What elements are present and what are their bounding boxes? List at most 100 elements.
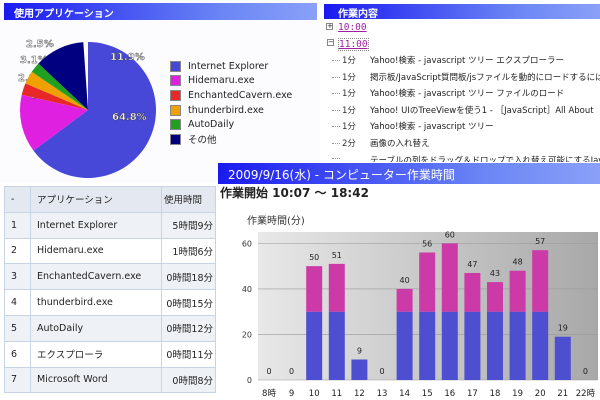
- y-axis-label: 作業時間(分): [247, 214, 305, 227]
- pie-slice: [33, 42, 157, 178]
- bar-lower: [487, 311, 503, 380]
- expand-icon[interactable]: +: [326, 22, 333, 30]
- table-row[interactable]: 3 EnchantedCavern.exe 0時間18分: [4, 263, 216, 291]
- x-tick-label: 22時: [576, 389, 596, 399]
- bar-value-label: 50: [309, 253, 319, 262]
- tree-item[interactable]: 1分 掲示板/JavaScript質問板/jsファイルを動的にロードするには: [332, 71, 600, 83]
- tree-item[interactable]: 1分 Yahoo!検索 - javascript ツリー: [332, 120, 494, 132]
- bar-lower: [509, 311, 526, 380]
- legend-item: Hidemaru.exe: [170, 74, 292, 89]
- bar-upper: [487, 282, 503, 312]
- bar-value-label: 9: [357, 347, 362, 356]
- x-tick-label: 9: [289, 389, 294, 399]
- legend-label: Hidemaru.exe: [188, 75, 255, 87]
- tree-item-title[interactable]: Yahoo!検索 - javascript ツリー エクスプローラー: [370, 56, 565, 66]
- table-row[interactable]: 2 Hidemaru.exe 1時間6分: [4, 237, 216, 265]
- tree-item[interactable]: 1分 Yahoo!検索 - javascript ツリー ファイルのロード: [332, 87, 564, 99]
- legend-item: EnchantedCavern.exe: [170, 88, 292, 103]
- col-header-time[interactable]: 使用時間: [161, 186, 216, 213]
- bar-value-label: 0: [379, 367, 384, 376]
- bar-value-label: 56: [422, 239, 432, 248]
- table-row[interactable]: 5 AutoDaily 0時間12分: [4, 314, 216, 342]
- bar-upper: [532, 250, 549, 312]
- tree-item[interactable]: 1分 Yahoo!検索 - javascript ツリー エクスプローラー: [332, 54, 564, 66]
- tree-item-minutes: 1分: [332, 71, 370, 83]
- row-app: Internet Explorer: [30, 211, 162, 239]
- bar-lower: [396, 311, 413, 380]
- table-row[interactable]: 6 エクスプローラ 0時間11分: [4, 340, 216, 368]
- bar-value-label: 0: [289, 367, 294, 376]
- row-time: 0時間8分: [161, 366, 216, 394]
- legend-label: Internet Explorer: [188, 60, 269, 72]
- row-index: 6: [4, 340, 31, 368]
- time-node-10[interactable]: 10:00: [338, 22, 367, 33]
- tree-item-title[interactable]: Yahoo! UIのTreeViewを使う1 - ［JavaScript］All…: [370, 105, 594, 116]
- bar-value-label: 19: [558, 324, 568, 333]
- table-row[interactable]: 1 Internet Explorer 5時間9分: [4, 211, 216, 239]
- bar-lower: [306, 311, 323, 380]
- tree-item-title[interactable]: Yahoo!検索 - javascript ツリー ファイルのロード: [370, 89, 565, 100]
- x-tick-label: 10: [309, 389, 320, 399]
- tree-item-title[interactable]: Yahoo!検索 - javascript ツリー: [370, 122, 494, 133]
- x-tick-label: 13: [377, 389, 388, 399]
- work-time-panel: 2009/9/16(水) - コンピューター作業時間 作業開始 10:07 ～ …: [218, 162, 600, 400]
- x-tick-label: 11: [331, 389, 342, 399]
- pie-slice-label: 11.9%: [110, 52, 145, 63]
- legend-item: thunderbird.exe: [170, 103, 292, 118]
- legend-label: その他: [188, 135, 217, 147]
- tree-item-minutes: 1分: [332, 87, 370, 99]
- x-tick-label: 17: [467, 389, 478, 399]
- tree-item[interactable]: テーブルの列をドラッグ＆ドロップで入れ替え可能にするJav: [332, 154, 600, 162]
- table-row[interactable]: 7 Microsoft Word 0時間8分: [4, 366, 216, 394]
- collapse-icon[interactable]: −: [327, 38, 334, 46]
- bar-chart: 作業時間(分) 0 20 40 60 0 8時 0 9 50 10 51 11 9 12 0 13 40 14 56 1…: [242, 214, 598, 399]
- x-tick-label: 21: [557, 389, 568, 399]
- chart-panel-title: 2009/9/16(水) - コンピューター作業時間: [218, 163, 600, 184]
- x-tick-label: 18: [490, 389, 501, 399]
- tree-item-minutes: 1分: [332, 120, 370, 132]
- tree-item[interactable]: 1分 Yahoo! UIのTreeViewを使う1 - ［JavaScript］A…: [332, 104, 594, 116]
- tree-item-minutes: 1分: [332, 104, 370, 116]
- table-row[interactable]: 4 thunderbird.exe 0時間15分: [4, 289, 216, 316]
- col-header-app[interactable]: アプリケーション: [30, 186, 162, 213]
- row-index: 2: [4, 237, 31, 265]
- row-app: AutoDaily: [30, 314, 162, 342]
- app-usage-panel: 使用アプリケーション 64.8%13.8%2.8%3.1%2.5%11.9% I…: [0, 0, 320, 182]
- pie-slice: [21, 83, 89, 110]
- row-time: 0時間15分: [161, 289, 216, 316]
- bar-value-label: 40: [400, 276, 410, 285]
- row-index: 7: [4, 366, 31, 394]
- tree-item-minutes: 2分: [332, 137, 370, 149]
- pie-legend: Internet Explorer Hidemaru.exe EnchantedCa…: [170, 59, 292, 147]
- legend-item: その他: [170, 132, 292, 147]
- bar-lower: [554, 336, 571, 380]
- legend-swatch: [170, 133, 181, 145]
- bar-lower: [441, 311, 458, 380]
- bar-value-label: 0: [583, 367, 588, 376]
- tree-item[interactable]: 2分 画像の入れ替え: [332, 137, 430, 149]
- tree-item-minutes: [332, 154, 370, 162]
- pie-chart: 64.8%13.8%2.8%3.1%2.5%11.9%: [18, 39, 157, 178]
- tree-item-title[interactable]: 画像の入れ替え: [370, 139, 430, 149]
- bar-upper: [441, 243, 458, 312]
- x-tick-label: 15: [422, 389, 433, 399]
- legend-swatch: [170, 89, 181, 101]
- row-app: Microsoft Word: [30, 366, 162, 394]
- tree-item-title[interactable]: 掲示板/JavaScript質問板/jsファイルを動的にロードするには: [370, 72, 600, 83]
- x-tick-label: 8時: [262, 389, 276, 399]
- bar-upper: [509, 270, 526, 312]
- row-index: 5: [4, 314, 31, 342]
- legend-swatch: [170, 119, 181, 131]
- bar-lower: [351, 359, 368, 380]
- time-node-11[interactable]: 11:00: [338, 38, 369, 51]
- bar-upper: [464, 272, 481, 312]
- legend-swatch: [170, 60, 181, 72]
- tree-item-title[interactable]: テーブルの列をドラッグ＆ドロップで入れ替え可能にするJav: [370, 155, 600, 162]
- bar-lower: [328, 311, 345, 380]
- bar-value-label: 0: [266, 367, 271, 376]
- col-header-index[interactable]: -: [4, 186, 31, 213]
- pie-slice-label: 3.1%: [20, 55, 48, 66]
- bar-lower: [532, 311, 549, 380]
- bar-upper: [306, 266, 323, 312]
- row-app: エクスプローラ: [30, 340, 162, 368]
